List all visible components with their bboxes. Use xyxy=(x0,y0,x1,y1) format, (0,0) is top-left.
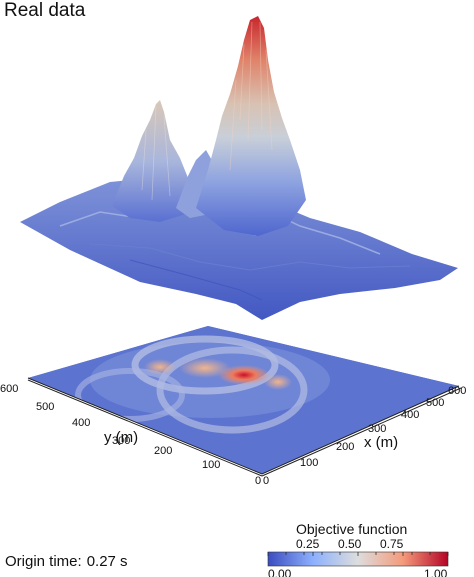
colorbar-tick-050: 0.50 xyxy=(338,537,362,551)
x-tick-300: 300 xyxy=(368,423,386,435)
y-tick-600: 600 xyxy=(0,383,18,395)
x-tick-600: 600 xyxy=(448,385,466,397)
projection-plane xyxy=(27,326,460,475)
y-tick-0: 0 xyxy=(255,475,261,487)
y-axis-label: y (m) xyxy=(104,429,138,446)
hotspot-maximum xyxy=(218,365,270,385)
x-axis: 0 100 200 300 400 500 600 x (m) xyxy=(261,385,466,487)
colorbar-tick-025: 0.25 xyxy=(296,537,320,551)
x-tick-0: 0 xyxy=(263,475,269,487)
y-tick-100: 100 xyxy=(202,459,220,471)
colorbar: Objective function 0.25 0.50 0.75 0.00 1… xyxy=(267,521,449,577)
origin-time-value: 0.27 s xyxy=(86,553,128,570)
y-tick-400: 400 xyxy=(72,417,90,429)
colorbar-title: Objective function xyxy=(296,521,407,537)
x-tick-400: 400 xyxy=(401,409,419,421)
origin-time: Origin time: 0.27 s xyxy=(5,553,128,570)
colorbar-tick-075: 0.75 xyxy=(380,537,404,551)
surface-3d xyxy=(20,16,458,320)
x-axis-ticks: 0 100 200 300 400 500 600 xyxy=(263,385,466,487)
y-tick-300: 300 xyxy=(112,435,130,447)
x-axis-label: x (m) xyxy=(364,434,398,451)
y-axis-ticks: 600 500 400 300 200 100 0 xyxy=(0,383,261,487)
colorbar-min-label: 0.00 xyxy=(268,567,292,577)
secondary-peak xyxy=(112,100,196,222)
x-tick-100: 100 xyxy=(300,457,318,469)
y-tick-500: 500 xyxy=(36,401,54,413)
x-tick-200: 200 xyxy=(336,441,354,453)
figure-title: Real data xyxy=(4,0,86,21)
y-tick-200: 200 xyxy=(154,445,172,457)
colorbar-max-label: 1.00 xyxy=(424,567,448,577)
origin-time-label: Origin time: xyxy=(5,553,82,570)
y-axis: 600 500 400 300 200 100 0 y (m) xyxy=(0,379,263,487)
main-peak xyxy=(196,16,306,236)
x-tick-500: 500 xyxy=(426,397,444,409)
